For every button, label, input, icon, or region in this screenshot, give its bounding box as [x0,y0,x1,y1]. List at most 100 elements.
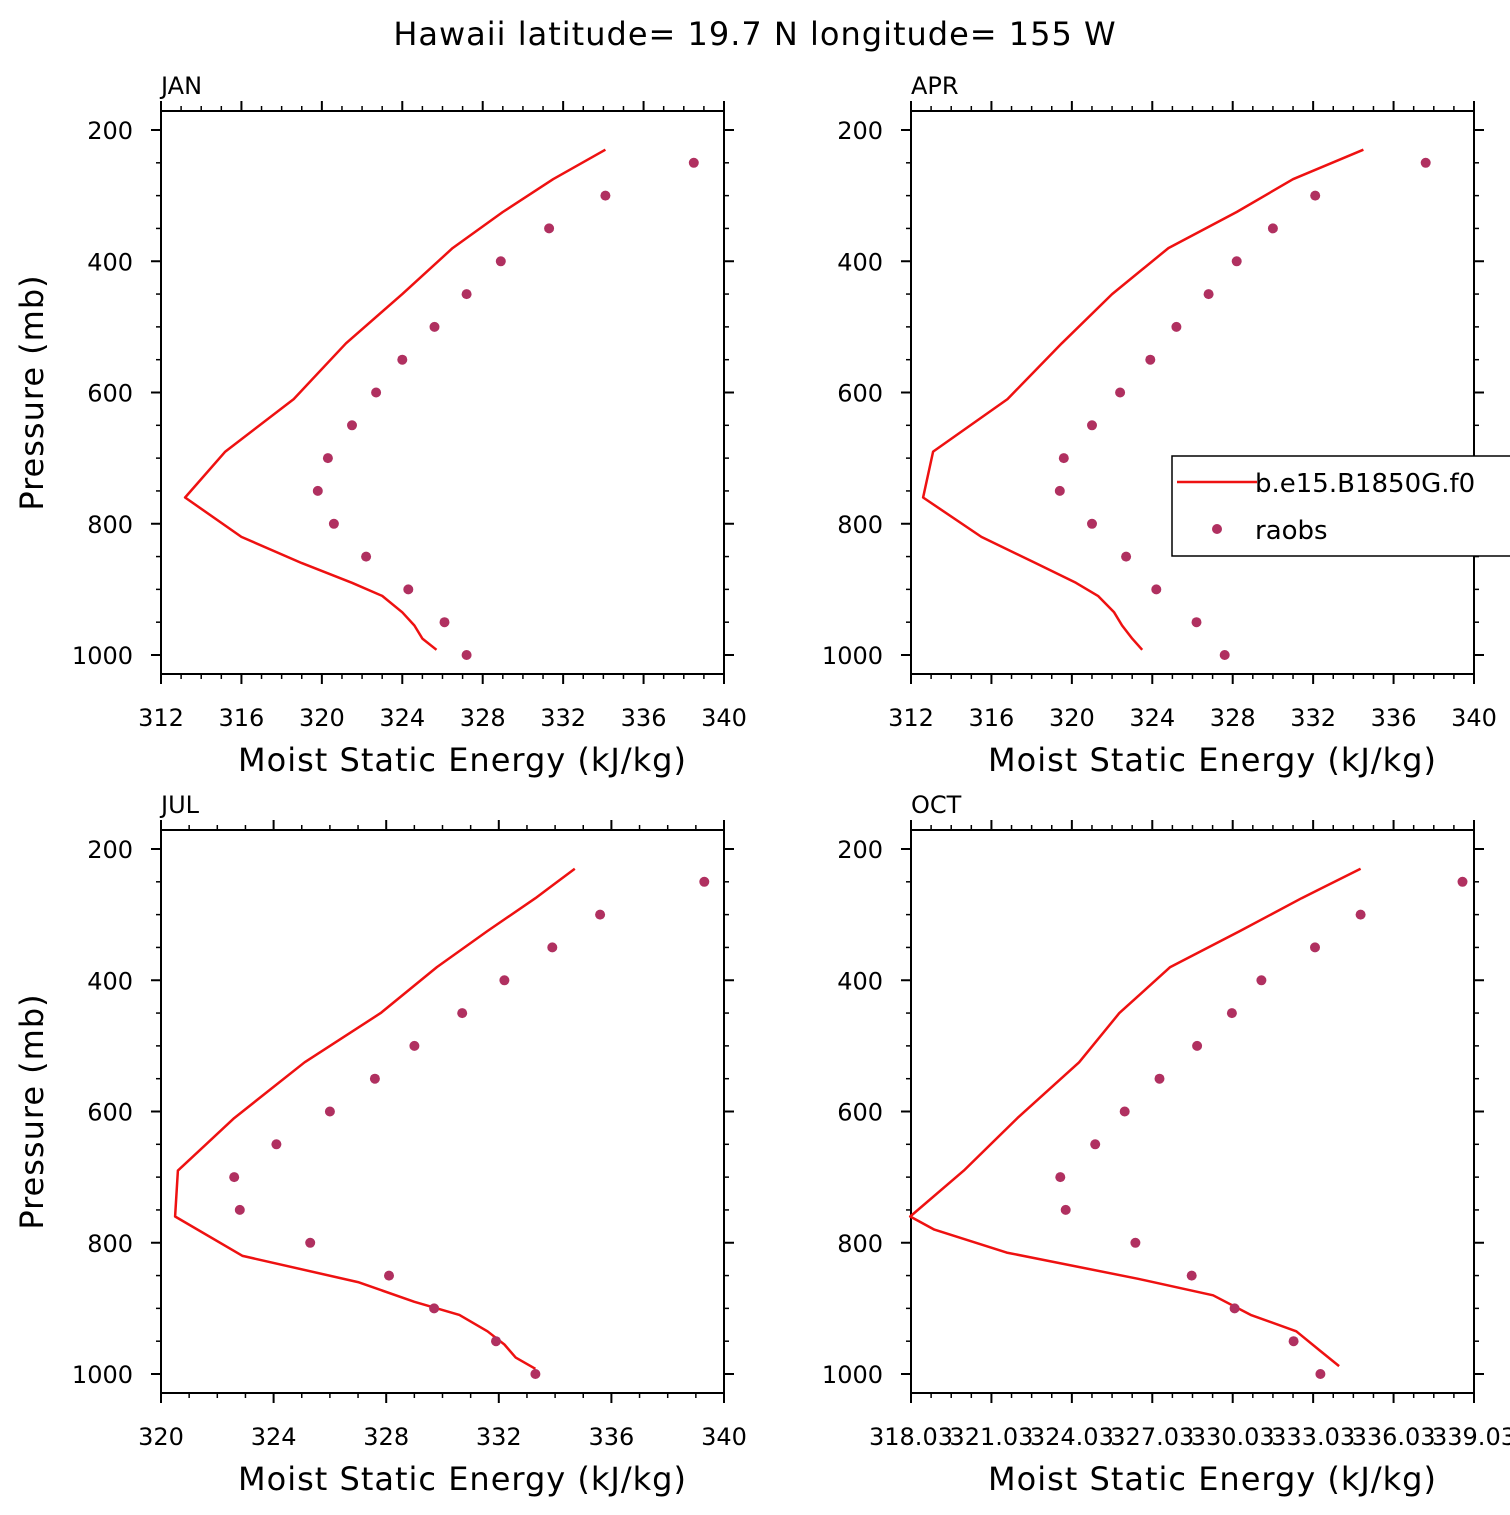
raobs-point [547,942,558,953]
raobs-point [1315,1369,1326,1379]
x-tick-label: 339.03 [1432,1423,1510,1451]
y-tick-label: 600 [837,380,883,408]
plot-frame [910,110,1475,675]
x-tick-label: 324 [251,1423,297,1451]
y-tick-label: 200 [837,836,883,864]
plot-frame [160,829,725,1394]
raobs-point [461,289,472,300]
x-axis-label: Moist Static Energy (kJ/kg) [238,741,687,779]
panel-label: JUL [159,791,200,819]
raobs-point [312,485,323,496]
raobs-point [1219,650,1230,660]
x-tick-label: 336 [1371,704,1417,732]
x-tick-label: 336 [621,704,667,732]
raobs-point [1457,876,1468,887]
x-tick-label: 320 [1049,704,1095,732]
raobs-point [1090,1139,1101,1150]
x-tick-label: 328 [1210,704,1256,732]
raobs-point [322,453,333,464]
x-tick-label: 328 [460,704,506,732]
x-axis-label: Moist Static Energy (kJ/kg) [238,1460,687,1498]
raobs-point [491,1336,501,1347]
raobs-point [369,1073,380,1084]
raobs-point [305,1237,316,1248]
y-tick-label: 200 [837,117,883,145]
raobs-point [397,354,408,365]
x-tick-label: 324 [379,704,425,732]
model-profile-line [921,148,1364,651]
y-tick-label: 1000 [822,642,883,670]
raobs-point [1060,1204,1071,1215]
y-tick-label: 600 [837,1099,883,1127]
raobs-point [1154,1073,1165,1084]
y-tick-label: 800 [87,511,133,539]
raobs-point [688,157,699,168]
raobs-point [229,1172,240,1183]
legend-marker-swatch [1212,524,1222,534]
raobs-point [347,420,357,431]
panel-label: APR [911,72,959,100]
x-tick-label: 330.03 [1191,1423,1275,1451]
raobs-point [1191,617,1202,628]
raobs-point [530,1369,541,1379]
x-tick-label: 340 [701,1423,747,1451]
raobs-point [1130,1237,1141,1248]
raobs-point [429,321,440,332]
y-axis-label: Pressure (mb) [13,993,51,1229]
x-tick-label: 312 [138,704,184,732]
figure-title: Hawaii latitude= 19.7 N longitude= 155 W [393,15,1116,53]
y-tick-label: 600 [87,380,133,408]
raobs-point [1231,256,1242,267]
panel-oct: OCT318.03321.03324.03327.03330.03333.033… [822,791,1510,1498]
y-tick-label: 200 [87,117,133,145]
raobs-point [1087,518,1097,529]
x-tick-label: 332 [1290,704,1336,732]
x-tick-label: 327.03 [1110,1423,1194,1451]
raobs-point [499,975,510,986]
y-tick-label: 800 [87,1230,133,1258]
y-tick-label: 1000 [822,1361,883,1389]
raobs-point [1151,584,1162,595]
raobs-point [1256,975,1267,986]
raobs-point [1171,321,1182,332]
raobs-point [1054,485,1065,496]
x-tick-label: 332 [540,704,586,732]
y-tick-label: 400 [87,248,133,276]
x-axis-label: Moist Static Energy (kJ/kg) [988,1460,1437,1498]
raobs-point [1087,420,1097,431]
legend-label-model: b.e15.B1850G.f0 [1255,469,1475,499]
y-tick-label: 800 [837,511,883,539]
raobs-point [1186,1270,1197,1281]
x-tick-label: 312 [888,704,934,732]
model-profile-line [183,148,607,651]
x-tick-label: 336 [588,1423,634,1451]
plot-frame [910,829,1475,1394]
raobs-point [457,1008,468,1019]
raobs-point [234,1204,245,1215]
raobs-point [1229,1303,1240,1314]
raobs-point [1267,223,1278,234]
x-tick-label: 316 [219,704,265,732]
raobs-point [1355,909,1366,920]
panels-group: JAN 312 316 320 324 328 332 336 340 200 400 600 800 1… [13,72,1510,1498]
raobs-point [1119,1106,1130,1117]
y-tick-label: 200 [87,836,133,864]
raobs-point [429,1303,440,1314]
raobs-point [495,256,506,267]
legend: b.e15.B1850G.f0 raobs [1171,455,1510,557]
raobs-point [409,1040,420,1051]
panel-jul: JUL 320 324 328 332 336 340 200 400 600 800 1000 Moi… [13,791,747,1498]
raobs-point [324,1106,335,1117]
y-tick-label: 400 [837,248,883,276]
x-tick-label: 324 [1129,704,1175,732]
raobs-point [461,650,472,660]
raobs-point [595,909,606,920]
raobs-point [384,1270,394,1281]
raobs-point [403,584,414,595]
raobs-point [1203,289,1214,300]
raobs-point [328,518,339,529]
model-profile-line [908,867,1362,1368]
raobs-point [1121,551,1132,562]
x-tick-label: 340 [1451,704,1497,732]
x-tick-label: 328 [363,1423,409,1451]
